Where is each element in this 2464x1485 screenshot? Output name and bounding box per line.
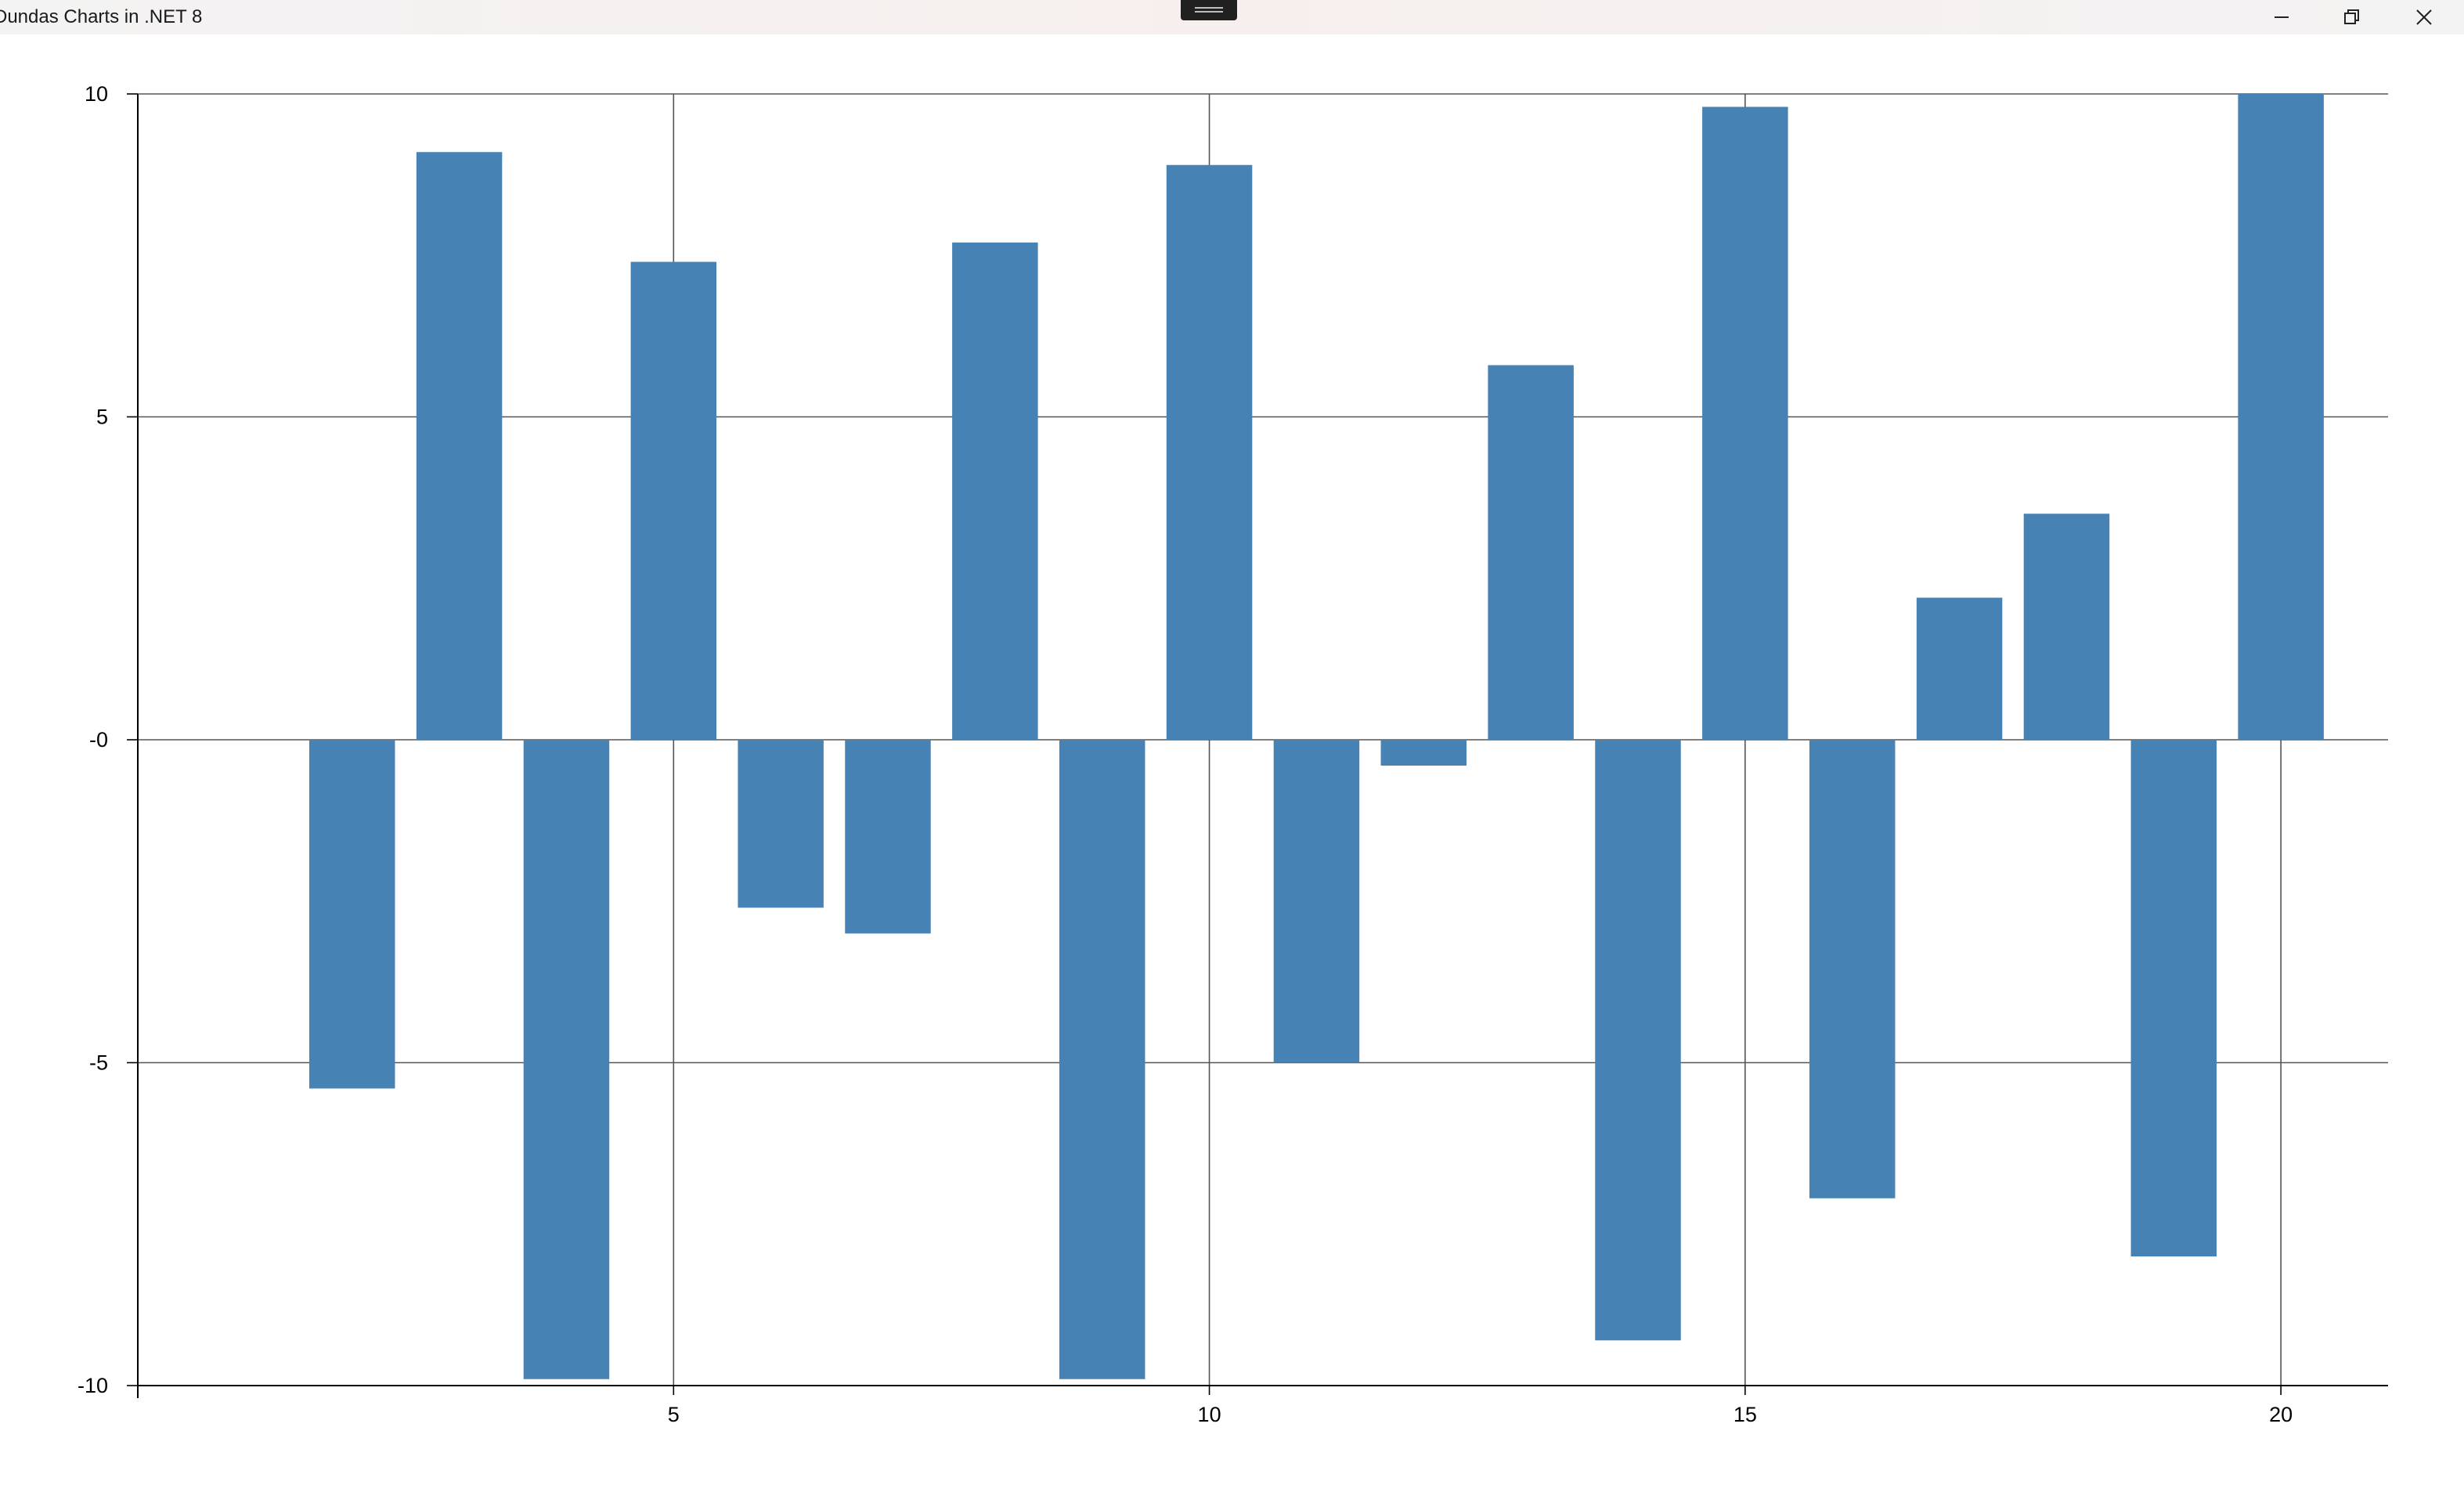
bar-mark <box>1702 106 1788 740</box>
bar-mark <box>845 740 931 934</box>
bar-mark <box>1488 365 1574 740</box>
bar-mark <box>630 261 717 740</box>
bar-mark <box>1916 597 2003 740</box>
snap-layout-handle[interactable] <box>1181 0 1237 20</box>
bar-chart: 10 5 -0 -5 -10 5 10 15 20 <box>78 82 2388 1426</box>
close-button[interactable] <box>2388 0 2460 34</box>
bar-mark <box>1059 740 1145 1379</box>
y-tick-label: 5 <box>96 405 108 429</box>
minimize-icon <box>2275 16 2289 18</box>
window-title: Dundas Charts in .NET 8 <box>0 6 203 27</box>
bar-mark <box>2023 514 2110 740</box>
y-tick-label: 10 <box>85 82 108 106</box>
x-tick-label: 10 <box>1198 1403 1221 1426</box>
close-icon <box>2416 9 2432 25</box>
bar-mark <box>1595 740 1681 1341</box>
x-tick-label: 15 <box>1733 1403 1757 1426</box>
minimize-button[interactable] <box>2246 0 2318 34</box>
x-tick-label: 20 <box>2269 1403 2293 1426</box>
axes <box>127 93 2388 1398</box>
bar-mark <box>1380 740 1467 766</box>
bar-mark <box>1166 164 1253 740</box>
title-bar[interactable]: Dundas Charts in .NET 8 <box>0 0 2464 34</box>
bar-mark <box>416 152 503 740</box>
bar-mark <box>1809 740 1896 1198</box>
bar-series <box>308 94 2324 1379</box>
y-tick-label: -5 <box>89 1051 108 1075</box>
restore-icon <box>2344 9 2359 24</box>
bar-mark <box>952 242 1038 740</box>
tick-labels: 10 5 -0 -5 -10 5 10 15 20 <box>78 82 2293 1426</box>
y-tick-label: -0 <box>89 728 108 752</box>
bar-mark <box>738 740 824 908</box>
y-tick-label: -10 <box>78 1374 108 1397</box>
bar-mark <box>2130 740 2217 1256</box>
bar-mark <box>523 740 610 1379</box>
bar-mark <box>2238 94 2324 740</box>
bar-mark <box>1273 740 1360 1063</box>
x-tick-label: 5 <box>668 1403 680 1426</box>
bar-mark <box>308 740 395 1089</box>
restore-button[interactable] <box>2316 0 2388 34</box>
